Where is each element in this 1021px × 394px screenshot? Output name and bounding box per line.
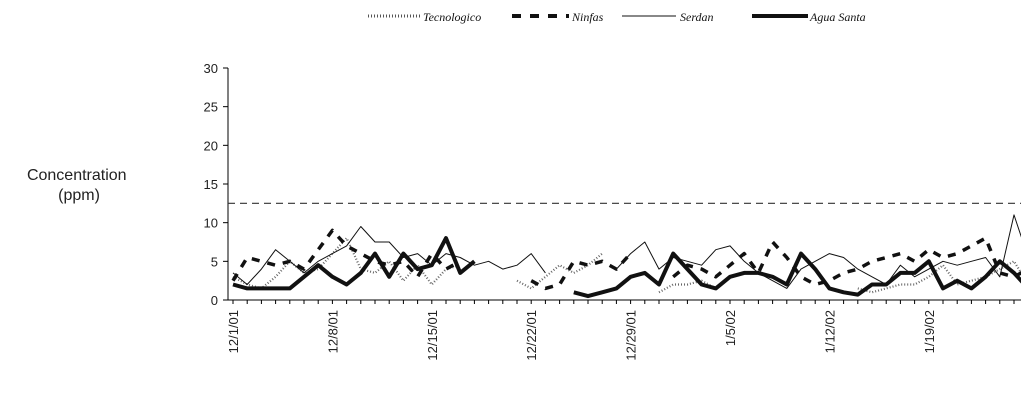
x-tick-label: 1/12/02 [822, 310, 837, 353]
legend-label-ninfas: Ninfas [571, 10, 604, 24]
series-line-ninfas [672, 236, 1021, 287]
legend-entry-serdan: Serdan [622, 10, 714, 24]
y-tick-label: 25 [204, 100, 218, 115]
legend-label-agua-santa: Agua Santa [809, 10, 866, 24]
y-tick-label: 20 [204, 138, 218, 153]
x-ticks: 12/1/01 12/8/01 12/15/01 12/22/01 12/29/01 1/… [226, 300, 1015, 361]
series-line-tecnologico [516, 252, 603, 290]
y-tick-label: 0 [211, 293, 218, 308]
legend-entry-tecnologico: Tecnologico [368, 10, 481, 24]
legend-entry-agua-santa: Agua Santa [752, 10, 866, 24]
x-tick-label: 12/15/01 [425, 310, 440, 361]
series-line-serdan [616, 214, 1021, 289]
series-line-ninfas [530, 252, 632, 291]
y-axis-label-line2: (ppm) [58, 187, 100, 204]
x-tick-label: 12/1/01 [226, 310, 241, 353]
series-lines [231, 214, 1021, 299]
y-axis-label-line1: Concentration [27, 167, 127, 184]
x-tick-label: 1/5/02 [723, 310, 738, 346]
legend-entry-ninfas: Ninfas [512, 10, 604, 24]
y-tick-label: 10 [204, 216, 218, 231]
legend-label-tecnologico: Tecnologico [423, 10, 481, 24]
y-tick-label: 5 [211, 254, 218, 269]
x-tick-label: 12/29/01 [624, 310, 639, 361]
y-tick-label: 15 [204, 177, 218, 192]
y-ticks: 0 5 10 15 20 25 30 [204, 61, 228, 308]
series-line-agua-santa [573, 251, 1021, 299]
series-line-agua-santa [232, 236, 476, 291]
legend: Tecnologico Ninfas Serdan Agua Santa [368, 10, 866, 24]
legend-label-serdan: Serdan [680, 10, 714, 24]
y-tick-label: 30 [204, 61, 218, 76]
series-line-serdan [232, 226, 546, 285]
x-tick-label: 1/19/02 [922, 310, 937, 353]
x-tick-label: 12/22/01 [524, 310, 539, 361]
x-tick-label: 12/8/01 [325, 310, 340, 353]
y-axis-label: Concentration (ppm) [27, 167, 131, 204]
series-line-ninfas [231, 228, 462, 282]
